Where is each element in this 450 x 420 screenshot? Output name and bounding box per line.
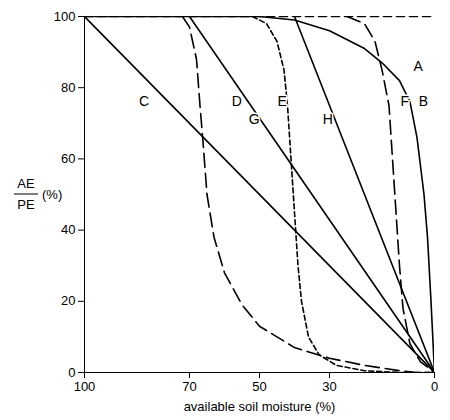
svg-text:100: 100 xyxy=(54,9,76,24)
svg-text:G: G xyxy=(249,111,260,127)
svg-text:B: B xyxy=(419,93,428,109)
svg-text:20: 20 xyxy=(61,293,75,308)
svg-text:30: 30 xyxy=(322,379,336,394)
svg-text:F: F xyxy=(400,93,409,109)
svg-text:80: 80 xyxy=(61,80,75,95)
svg-text:A: A xyxy=(413,58,423,74)
svg-text:60: 60 xyxy=(61,151,75,166)
svg-text:50: 50 xyxy=(252,379,266,394)
svg-text:C: C xyxy=(139,93,149,109)
svg-text:E: E xyxy=(278,93,287,109)
svg-text:0: 0 xyxy=(68,365,75,380)
svg-text:available soil moisture (%): available soil moisture (%) xyxy=(184,399,336,414)
svg-text:(%): (%) xyxy=(42,187,62,202)
svg-text:40: 40 xyxy=(61,222,75,237)
svg-text:70: 70 xyxy=(182,379,196,394)
svg-text:AE: AE xyxy=(17,176,35,191)
svg-text:PE: PE xyxy=(17,197,35,212)
svg-text:0: 0 xyxy=(431,379,438,394)
svg-text:100: 100 xyxy=(74,379,96,394)
svg-text:H: H xyxy=(323,111,333,127)
svg-text:D: D xyxy=(232,93,242,109)
